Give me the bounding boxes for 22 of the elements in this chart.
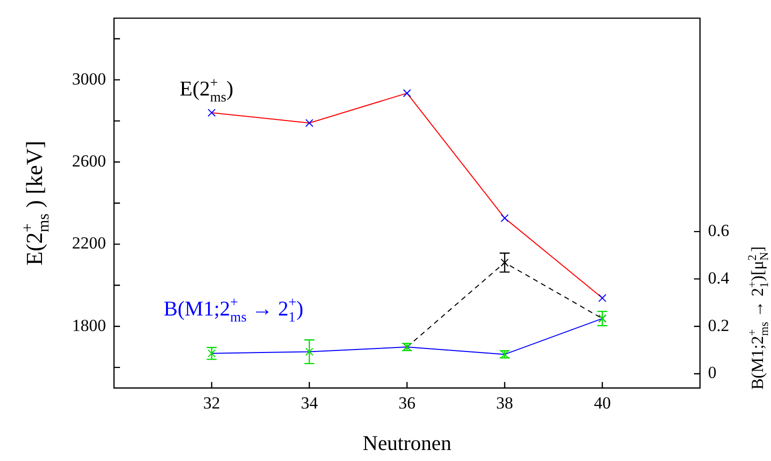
y2-tick-label: 0.4 [708, 268, 730, 288]
x-tick-label: 40 [594, 394, 611, 413]
y-tick-label: 1800 [72, 316, 106, 335]
y2-tick-label: 0.2 [708, 316, 730, 335]
y-tick-label: 2200 [72, 234, 106, 253]
x-tick-label: 38 [496, 394, 514, 413]
y-tick-label: 3000 [72, 69, 106, 88]
x-tick-label: 36 [398, 394, 416, 413]
point [208, 108, 216, 117]
point [402, 89, 412, 98]
x-tick-label: 32 [203, 394, 220, 413]
y2-tick-label: 0 [708, 363, 716, 382]
y-tick-label: 2600 [72, 151, 106, 170]
point [500, 258, 509, 267]
point [598, 294, 606, 302]
y2-tick-label: 0.6 [708, 221, 730, 240]
point [305, 118, 314, 128]
x-tick-label: 34 [300, 394, 318, 413]
text: B(M1;2+ms → 2+1)[μ2N] [744, 246, 771, 390]
y-axis-title: E(2+ms ) [keV] [19, 140, 52, 266]
point [500, 214, 509, 222]
x-axis-title: Neutronen [362, 431, 452, 455]
